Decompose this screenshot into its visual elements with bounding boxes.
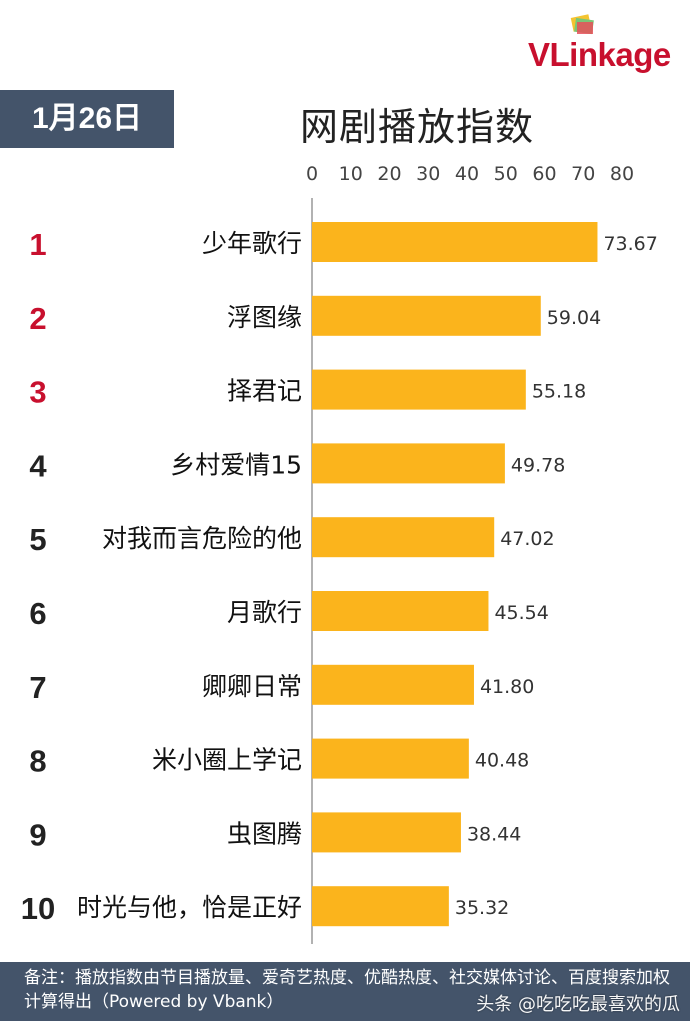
- bar: [312, 738, 469, 779]
- bar: [312, 812, 461, 853]
- logo-text: VLinkage: [528, 36, 671, 73]
- rank-number: 5: [29, 522, 46, 557]
- category-label: 对我而言危险的他: [102, 524, 302, 553]
- value-label: 40.48: [475, 750, 529, 772]
- x-tick-label: 60: [532, 163, 556, 185]
- bar: [312, 886, 449, 927]
- value-label: 45.54: [494, 602, 548, 624]
- x-tick-label: 70: [571, 163, 595, 185]
- footer-bar: [0, 962, 690, 1021]
- footer-note: 备注：播放指数由节目播放量、爱奇艺热度、优酷热度、社交媒体讨论、百度搜索加权计算…: [24, 968, 670, 1012]
- bar: [312, 222, 598, 262]
- bar: [312, 517, 495, 558]
- x-tick-label: 30: [416, 163, 440, 185]
- bar-chart: 0 10 20 30 40 50 60 70 80 73.67 少年歌行 1 59.04 浮图缘 2 55.1…: [21, 163, 658, 944]
- bar: [312, 295, 541, 336]
- category-label: 浮图缘: [227, 303, 302, 332]
- value-label: 41.80: [480, 676, 534, 698]
- chart-title: 网剧播放指数: [300, 105, 535, 149]
- vlinkage-logo: VLinkage: [528, 12, 684, 78]
- watermark: 头条 @吃吃吃最喜欢的瓜: [476, 994, 680, 1015]
- value-label: 73.67: [603, 233, 657, 255]
- rank-number: 9: [29, 817, 46, 852]
- rank-number: 6: [29, 596, 46, 631]
- x-tick-label: 80: [610, 163, 634, 185]
- category-label: 卿卿日常: [202, 672, 302, 701]
- category-label: 乡村爱情15: [170, 450, 302, 479]
- x-tick-label: 50: [494, 163, 518, 185]
- bar: [312, 664, 474, 705]
- x-tick-label: 10: [339, 163, 363, 185]
- rank-number: 3: [29, 375, 46, 410]
- value-label: 35.32: [455, 897, 509, 919]
- category-label: 时光与他，恰是正好: [77, 893, 302, 922]
- value-label: 38.44: [467, 823, 521, 845]
- x-tick-label: 20: [377, 163, 401, 185]
- bar: [312, 369, 526, 410]
- rank-number: 1: [29, 227, 46, 262]
- value-label: 47.02: [500, 528, 554, 550]
- category-label: 择君记: [227, 377, 302, 406]
- logo-cards-icon: [570, 14, 594, 35]
- rank-number: 4: [29, 448, 47, 483]
- category-label: 少年歌行: [202, 229, 302, 258]
- category-label: 月歌行: [227, 598, 302, 627]
- rank-number: 7: [29, 670, 46, 705]
- rank-number: 2: [29, 301, 46, 336]
- value-label: 59.04: [547, 307, 601, 329]
- x-tick-label: 40: [455, 163, 479, 185]
- bar: [312, 591, 489, 631]
- rank-number: 10: [21, 891, 55, 926]
- date-label: 1月26日: [0, 90, 174, 148]
- value-label: 49.78: [511, 454, 565, 476]
- bar: [312, 443, 505, 484]
- category-label: 虫图腾: [227, 819, 302, 848]
- category-label: 米小圈上学记: [152, 746, 302, 775]
- rank-number: 8: [29, 744, 46, 779]
- x-tick-label: 0: [306, 163, 318, 185]
- value-label: 55.18: [532, 381, 586, 403]
